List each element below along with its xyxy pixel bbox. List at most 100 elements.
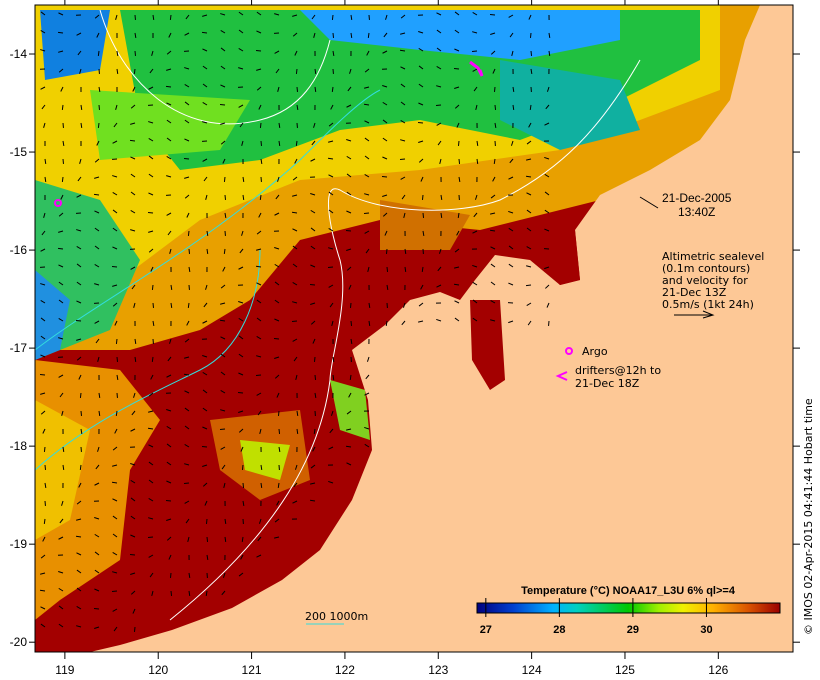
velocity-arrow [255, 49, 262, 52]
velocity-arrow [185, 14, 190, 20]
velocity-arrow [129, 139, 136, 142]
velocity-arrow [418, 302, 424, 307]
velocity-arrow [239, 248, 244, 254]
velocity-arrow [113, 626, 118, 632]
velocity-arrow [77, 176, 82, 182]
velocity-arrow [525, 175, 532, 178]
velocity-arrow [512, 104, 515, 111]
velocity-arrow [544, 209, 550, 214]
velocity-arrow [221, 590, 226, 596]
velocity-arrow [528, 122, 532, 128]
velocity-arrow [332, 50, 335, 57]
velocity-arrow [400, 66, 406, 70]
velocity-arrow [166, 374, 172, 378]
velocity-arrow [97, 50, 100, 57]
velocity-arrow [43, 518, 46, 525]
velocity-arrow [314, 374, 317, 381]
velocity-arrow [508, 263, 514, 268]
velocity-arrow [347, 86, 352, 92]
velocity-arrow [202, 65, 208, 70]
velocity-arrow [494, 104, 497, 111]
velocity-arrow [385, 248, 388, 255]
altimetry-legend: Altimetric sealevel (0.1m contours) and … [662, 250, 764, 319]
velocity-arrow [331, 320, 334, 326]
velocity-arrow [292, 14, 298, 17]
velocity-arrow [365, 374, 370, 380]
velocity-arrow [330, 104, 334, 110]
velocity-arrow [169, 14, 172, 21]
velocity-arrow [544, 191, 550, 196]
velocity-arrow [454, 48, 460, 52]
velocity-arrow [474, 194, 478, 200]
velocity-arrow [166, 102, 172, 106]
velocity-arrow [149, 68, 154, 74]
velocity-arrow [295, 140, 298, 147]
velocity-arrow [166, 212, 172, 216]
velocity-arrow [256, 336, 262, 340]
velocity-arrow [418, 320, 424, 323]
velocity-arrow [490, 300, 496, 304]
velocity-arrow [260, 464, 263, 471]
velocity-arrow [166, 480, 172, 484]
velocity-arrow [421, 194, 424, 201]
velocity-arrow [328, 228, 334, 232]
velocity-arrow [188, 266, 191, 273]
velocity-arrow [184, 338, 190, 343]
velocity-arrow [331, 86, 334, 93]
velocity-arrow [76, 569, 82, 574]
velocity-arrow [130, 266, 136, 270]
velocity-arrow [58, 12, 64, 16]
velocity-arrow [224, 536, 227, 543]
velocity-arrow [58, 50, 64, 53]
velocity-arrow [346, 139, 352, 142]
velocity-arrow [112, 191, 118, 196]
velocity-arrow [382, 85, 388, 88]
velocity-arrow [201, 31, 208, 34]
velocity-arrow [456, 230, 460, 236]
velocity-arrow [238, 29, 244, 34]
velocity-arrow [148, 230, 154, 233]
velocity-arrow [166, 425, 172, 430]
velocity-arrow [148, 121, 154, 124]
velocity-arrow [94, 588, 100, 592]
velocity-arrow [472, 12, 478, 16]
velocity-arrows [39, 11, 551, 633]
velocity-arrow [292, 263, 298, 268]
velocity-arrow [472, 281, 478, 286]
velocity-arrow [80, 428, 83, 435]
lat-tick-label: -16 [10, 243, 28, 257]
velocity-arrow [476, 140, 479, 147]
velocity-arrow [94, 626, 100, 629]
velocity-arrow [96, 140, 100, 146]
velocity-arrow [147, 427, 154, 430]
velocity-arrow [130, 463, 136, 466]
velocity-arrow [76, 338, 82, 341]
velocity-arrow [258, 104, 262, 110]
velocity-arrow [205, 590, 208, 597]
lon-tick-label: 119 [55, 663, 74, 677]
velocity-arrow [58, 337, 64, 340]
velocity-arrow [130, 590, 136, 595]
velocity-arrow [544, 266, 550, 270]
velocity-arrow [58, 374, 64, 378]
velocity-arrow [61, 410, 64, 416]
velocity-arrow [58, 605, 64, 610]
velocity-arrow [130, 515, 136, 520]
velocity-arrow [548, 32, 551, 39]
velocity-arrow [202, 14, 208, 17]
svg-text:and velocity for: and velocity for [662, 274, 748, 287]
velocity-arrow [275, 194, 280, 200]
velocity-arrow [58, 571, 64, 574]
drifters-legend-line1: drifters@12h to [575, 364, 661, 377]
velocity-arrow [329, 428, 334, 434]
velocity-arrow [166, 68, 172, 71]
velocity-arrow [292, 500, 298, 504]
velocity-arrow [420, 284, 424, 290]
velocity-arrow [220, 446, 226, 450]
velocity-arrow [274, 13, 280, 16]
velocity-arrow [202, 464, 208, 467]
velocity-arrow [400, 32, 406, 35]
velocity-arrow [544, 228, 550, 232]
velocity-arrow [454, 29, 460, 34]
